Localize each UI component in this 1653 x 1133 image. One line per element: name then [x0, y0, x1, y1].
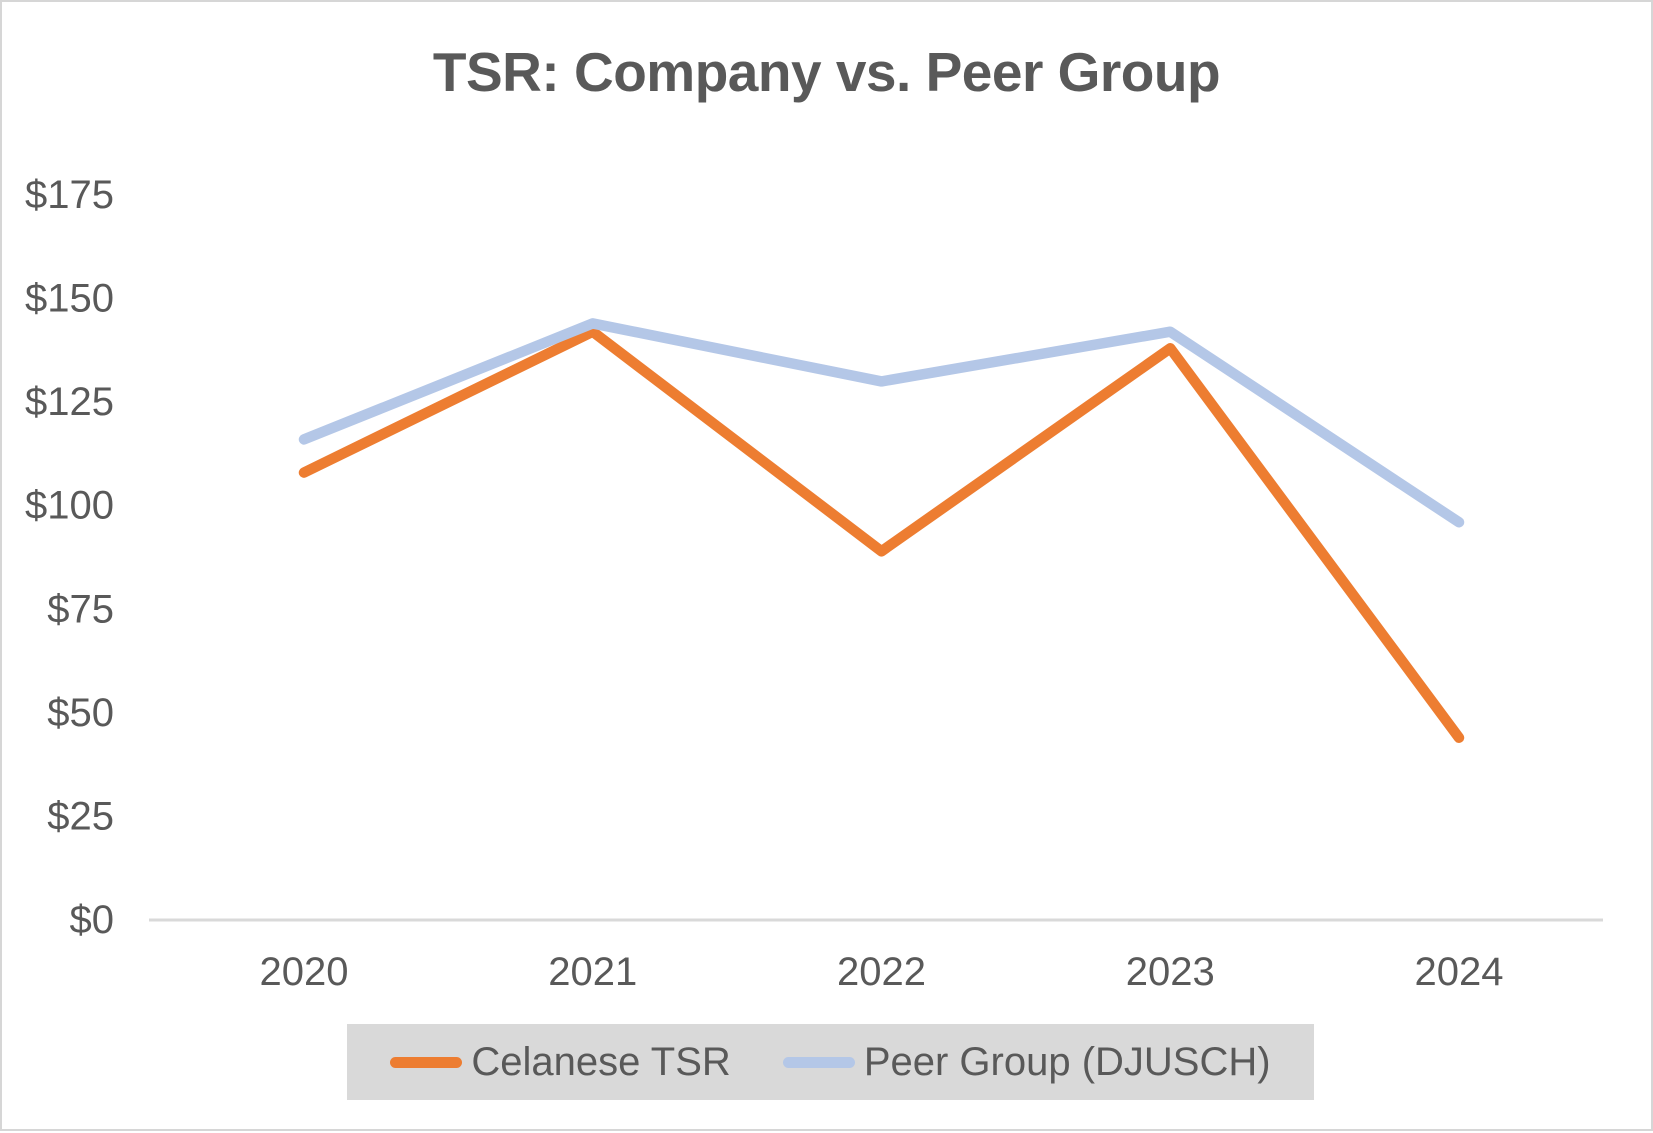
- legend-marker-peer-group-icon: [782, 1056, 855, 1068]
- y-axis-tick-label: $100: [25, 484, 114, 528]
- x-axis-tick-label: 2021: [548, 950, 637, 994]
- y-axis-tick-label: $175: [25, 173, 114, 217]
- series-line-celanese-tsr: [298, 326, 1465, 743]
- y-axis-tick-label: $150: [25, 277, 114, 321]
- legend-label-peer-group: Peer Group (DJUSCH): [863, 1039, 1271, 1084]
- y-axis-tick-label: $75: [47, 587, 114, 631]
- y-axis-tick-label: $50: [47, 691, 114, 735]
- chart-title: TSR: Company vs. Peer Group: [432, 41, 1221, 103]
- legend-label-celanese-tsr: Celanese TSR: [471, 1039, 731, 1084]
- y-axis-tick-label: $25: [47, 794, 114, 838]
- y-axis-tick-label: $0: [70, 898, 115, 942]
- legend: Celanese TSR Peer Group (DJUSCH): [347, 1024, 1314, 1100]
- x-axis-tick-label: 2024: [1415, 950, 1504, 994]
- x-axis-tick-label: 2023: [1126, 950, 1215, 994]
- y-axis-tick-label: $125: [25, 380, 114, 424]
- x-axis-tick-label: 2022: [837, 950, 926, 994]
- legend-item-celanese-tsr: Celanese TSR: [390, 1039, 731, 1085]
- x-axis-tick-label: 2020: [260, 950, 349, 994]
- legend-item-peer-group: Peer Group (DJUSCH): [782, 1039, 1271, 1085]
- series-line-peer-group-djusch: [298, 318, 1465, 528]
- legend-marker-celanese-tsr-icon: [390, 1056, 463, 1068]
